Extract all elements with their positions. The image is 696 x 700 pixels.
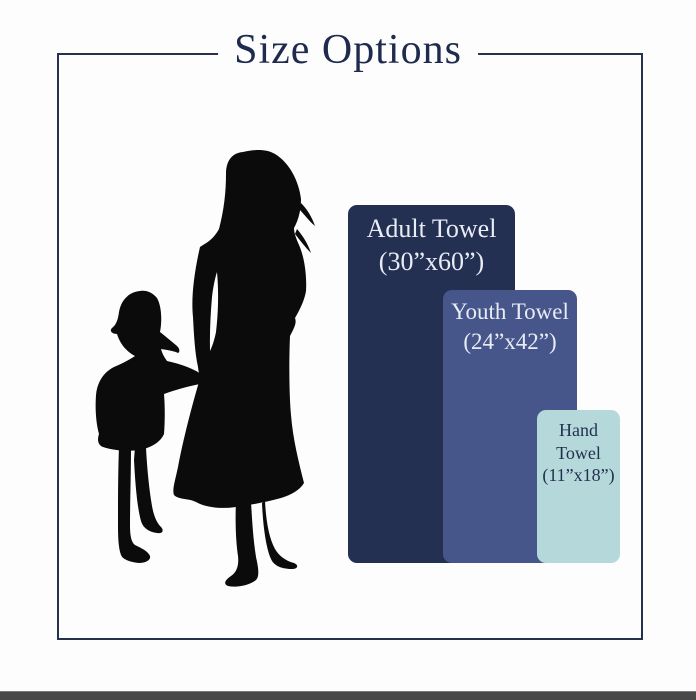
hand-towel-label: Hand Towel: [556, 420, 601, 463]
youth-towel-dimensions: (24”x42”): [463, 328, 557, 354]
child-legs-path: [118, 447, 163, 563]
woman-and-child-silhouette-icon: [95, 150, 315, 587]
window-edge-bar: [0, 691, 696, 700]
mother-hair-wisp-path: [295, 203, 315, 253]
youth-towel-label: Youth Towel: [451, 299, 569, 324]
hand-towel-swatch: Hand Towel (11”x18”): [537, 410, 620, 563]
hand-towel-dimensions: (11”x18”): [542, 465, 615, 485]
child-silhouette-path: [95, 290, 206, 451]
mother-silhouette-path: [173, 150, 307, 508]
mother-legs-path: [225, 501, 298, 587]
page-title: Size Options: [218, 26, 478, 74]
adult-towel-dimensions: (30”x60”): [378, 246, 485, 276]
adult-towel-label: Adult Towel: [366, 214, 497, 243]
